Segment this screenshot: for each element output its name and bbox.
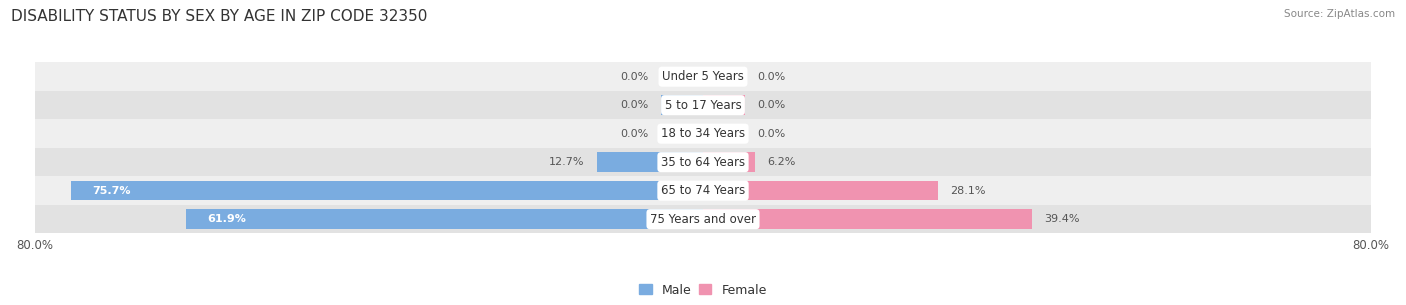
Bar (661, 95, 703, 115)
Bar (35, 148, 1371, 176)
Text: 0.0%: 0.0% (620, 72, 648, 82)
Text: 0.0%: 0.0% (620, 129, 648, 139)
Text: 75.7%: 75.7% (91, 186, 131, 196)
Text: 0.0%: 0.0% (758, 72, 786, 82)
Bar (703, 124, 745, 143)
Bar (35, 91, 1371, 120)
Text: 61.9%: 61.9% (207, 214, 246, 224)
Text: 65 to 74 Years: 65 to 74 Years (661, 184, 745, 197)
Text: 35 to 64 Years: 35 to 64 Years (661, 156, 745, 169)
Bar (661, 67, 703, 86)
Bar (703, 210, 1032, 229)
Text: DISABILITY STATUS BY SEX BY AGE IN ZIP CODE 32350: DISABILITY STATUS BY SEX BY AGE IN ZIP C… (11, 9, 427, 24)
Bar (186, 210, 703, 229)
Bar (35, 63, 1371, 91)
Bar (661, 124, 703, 143)
Text: 0.0%: 0.0% (758, 100, 786, 110)
Bar (703, 181, 938, 200)
Text: Under 5 Years: Under 5 Years (662, 70, 744, 83)
Text: 28.1%: 28.1% (950, 186, 986, 196)
Text: 39.4%: 39.4% (1045, 214, 1080, 224)
Text: 5 to 17 Years: 5 to 17 Years (665, 99, 741, 112)
Text: Source: ZipAtlas.com: Source: ZipAtlas.com (1284, 9, 1395, 19)
Bar (703, 152, 755, 172)
Text: 0.0%: 0.0% (758, 129, 786, 139)
Legend: Male, Female: Male, Female (634, 278, 772, 302)
Text: 75 Years and over: 75 Years and over (650, 213, 756, 226)
Text: 0.0%: 0.0% (620, 100, 648, 110)
Bar (72, 181, 703, 200)
Text: 6.2%: 6.2% (768, 157, 796, 167)
Text: 12.7%: 12.7% (548, 157, 585, 167)
Bar (35, 176, 1371, 205)
Text: 18 to 34 Years: 18 to 34 Years (661, 127, 745, 140)
Bar (703, 95, 745, 115)
Bar (35, 205, 1371, 233)
Bar (35, 120, 1371, 148)
Bar (598, 152, 703, 172)
Bar (703, 67, 745, 86)
